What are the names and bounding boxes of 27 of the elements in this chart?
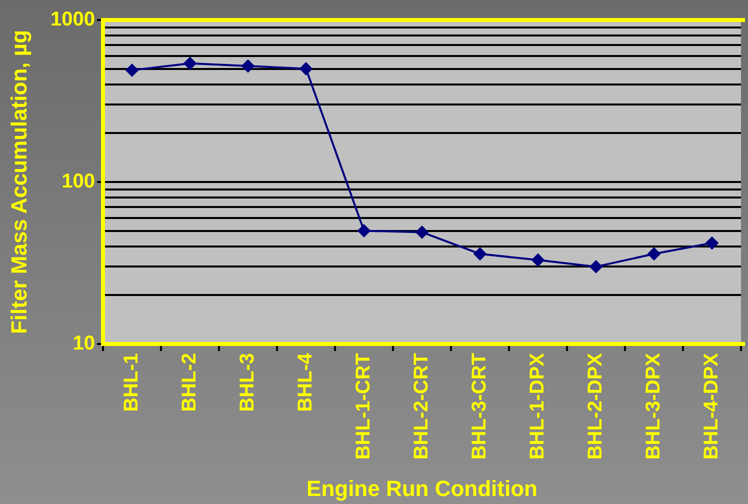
point	[706, 236, 718, 250]
y-tick-label: 1000	[50, 8, 95, 31]
point	[126, 64, 138, 77]
x-tick-label: BHL-3-DPX	[642, 352, 665, 460]
x-axis-title: Engine Run Condition	[306, 476, 538, 501]
point	[532, 254, 544, 266]
point	[416, 226, 428, 239]
point	[590, 260, 602, 274]
point	[242, 60, 254, 73]
point	[648, 247, 660, 260]
point	[358, 224, 370, 238]
x-tick-label: BHL-1	[120, 353, 143, 412]
x-tick-label: BHL-4-DPX	[700, 352, 723, 460]
x-tick-label: BHL-4	[294, 352, 317, 412]
point	[300, 62, 312, 76]
point	[474, 247, 486, 260]
x-tick-label: BHL-1-DPX	[526, 352, 549, 460]
x-tick-label: BHL-2-DPX	[584, 352, 607, 460]
x-tick-label: BHL-1-CRT	[352, 353, 375, 460]
x-tick-label: BHL-2	[178, 353, 201, 412]
x-tick-label: BHL-3	[236, 353, 259, 412]
y-tick-label: 10	[72, 332, 95, 355]
x-tick-label: BHL-2-CRT	[410, 353, 433, 460]
y-axis-title: Filter Mass Accumulation, µg	[6, 30, 32, 334]
point	[184, 56, 196, 70]
y-tick-label: 100	[62, 170, 95, 193]
x-tick-label: BHL-3-CRT	[468, 353, 491, 460]
